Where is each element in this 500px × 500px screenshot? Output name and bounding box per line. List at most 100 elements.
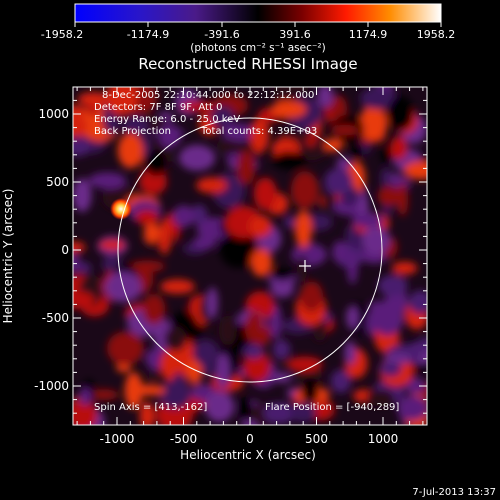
emission-blob bbox=[180, 101, 217, 112]
colorbar-tick-label: 391.6 bbox=[279, 28, 311, 41]
colorbar-tick-label: 1174.9 bbox=[349, 28, 388, 41]
emission-blob bbox=[79, 387, 92, 406]
emission-blob bbox=[145, 148, 166, 177]
colorbar: -1958.2 -1174.9 -391.6 391.6 1174.9 1958… bbox=[41, 3, 456, 54]
emission-blob bbox=[377, 274, 408, 297]
x-tick-label: 500 bbox=[305, 432, 328, 446]
emission-blob bbox=[105, 87, 138, 116]
emission-blob bbox=[329, 95, 348, 122]
emission-blob bbox=[219, 231, 258, 269]
emission-blob bbox=[390, 135, 408, 160]
emission-blob bbox=[142, 293, 166, 325]
emission-blob bbox=[270, 100, 307, 118]
colorbar-tick-label: -391.6 bbox=[204, 28, 239, 41]
solar-limb-circle bbox=[117, 117, 383, 383]
emission-blob bbox=[159, 218, 171, 256]
emission-blob bbox=[330, 124, 360, 136]
emission-blob bbox=[291, 171, 319, 209]
spin-axis-label: Spin Axis = [413,-162] bbox=[94, 402, 207, 413]
emission-blob bbox=[365, 389, 395, 407]
y-tick-label: 500 bbox=[46, 175, 69, 189]
emission-blob bbox=[148, 369, 160, 381]
emission-blob bbox=[73, 252, 81, 274]
y-tick-label: 1000 bbox=[38, 107, 69, 121]
emission-blob bbox=[190, 204, 208, 224]
colorbar-gradient bbox=[74, 3, 442, 23]
colorbar-tick-marks bbox=[74, 22, 442, 27]
emission-blob bbox=[332, 240, 349, 264]
emission-blob bbox=[73, 136, 90, 157]
spin-axis-marker bbox=[299, 260, 311, 272]
emission-blob bbox=[377, 185, 401, 207]
emission-blob bbox=[272, 151, 307, 170]
emission-blob bbox=[243, 344, 264, 359]
emission-blob bbox=[236, 150, 256, 185]
emission-blob bbox=[253, 177, 277, 211]
emission-blob bbox=[123, 115, 149, 138]
emission-blob bbox=[143, 221, 160, 243]
emission-blob bbox=[107, 331, 144, 366]
plot-title: Reconstructed RHESSI Image bbox=[138, 55, 357, 73]
flare-position-label: Flare Position = [-940,289] bbox=[265, 402, 399, 413]
emission-blob bbox=[330, 369, 351, 393]
emission-blob bbox=[135, 209, 159, 225]
emission-blob bbox=[296, 255, 308, 281]
emission-blob bbox=[346, 305, 359, 330]
emission-blob bbox=[352, 142, 364, 160]
emission-blob bbox=[301, 377, 319, 404]
emission-blob bbox=[279, 128, 314, 140]
emission-blob bbox=[238, 397, 254, 422]
emission-blob bbox=[408, 290, 427, 315]
axis-ticks bbox=[73, 87, 427, 425]
emission-blob bbox=[360, 87, 397, 110]
info-detectors: Detectors: 7F 8F 9F, Att 0 bbox=[94, 102, 222, 113]
emission-blob bbox=[351, 212, 384, 228]
colorbar-tick-label: -1174.9 bbox=[127, 28, 169, 41]
emission-blob bbox=[336, 157, 351, 170]
emission-blob bbox=[249, 215, 272, 238]
emission-blob bbox=[139, 402, 155, 425]
emission-blob bbox=[291, 243, 327, 267]
emission-blob bbox=[379, 361, 402, 377]
colorbar-tick-label: 1958.2 bbox=[417, 28, 456, 41]
info-energy-range: Energy Range: 6.0 - 25.0 keV bbox=[94, 114, 240, 125]
y-tick-label: -500 bbox=[42, 311, 69, 325]
timestamp: 7-Jul-2013 13:37 bbox=[412, 487, 496, 498]
emission-blob bbox=[294, 210, 312, 249]
y-tick-label: -1000 bbox=[34, 379, 69, 393]
emission-blob bbox=[87, 389, 119, 401]
emission-blob bbox=[324, 138, 343, 152]
emission-blob bbox=[293, 370, 324, 381]
emission-map bbox=[73, 87, 427, 425]
emission-blob bbox=[405, 377, 426, 395]
emission-blob bbox=[317, 87, 334, 108]
emission-blob bbox=[284, 215, 296, 229]
emission-blob bbox=[98, 239, 126, 251]
emission-blob bbox=[172, 205, 195, 228]
emission-blob bbox=[362, 226, 391, 255]
emission-blob bbox=[380, 167, 392, 189]
emission-blob bbox=[216, 138, 240, 154]
emission-blob bbox=[270, 278, 295, 298]
emission-blob bbox=[347, 250, 358, 285]
info-time-range: 8-Dec-2005 22:10:44.000 to 22:12:12.000 bbox=[102, 90, 314, 101]
emission-blob bbox=[206, 287, 219, 319]
emission-blob bbox=[403, 161, 427, 180]
emission-blob bbox=[117, 132, 144, 169]
emission-blob bbox=[218, 315, 237, 346]
emission-blob bbox=[192, 339, 219, 366]
emission-blob bbox=[159, 346, 191, 384]
emission-blob bbox=[129, 260, 166, 273]
emission-blob bbox=[397, 182, 409, 217]
emission-blob bbox=[73, 178, 92, 212]
emission-blob bbox=[286, 356, 323, 372]
emission-blob bbox=[359, 105, 388, 142]
emission-blob bbox=[73, 291, 95, 309]
emission-blob bbox=[380, 147, 394, 164]
emission-blob bbox=[250, 117, 270, 153]
x-tick-label: -500 bbox=[170, 432, 197, 446]
emission-blob bbox=[192, 235, 217, 250]
emission-blob bbox=[273, 340, 291, 359]
emission-blob bbox=[77, 262, 92, 273]
